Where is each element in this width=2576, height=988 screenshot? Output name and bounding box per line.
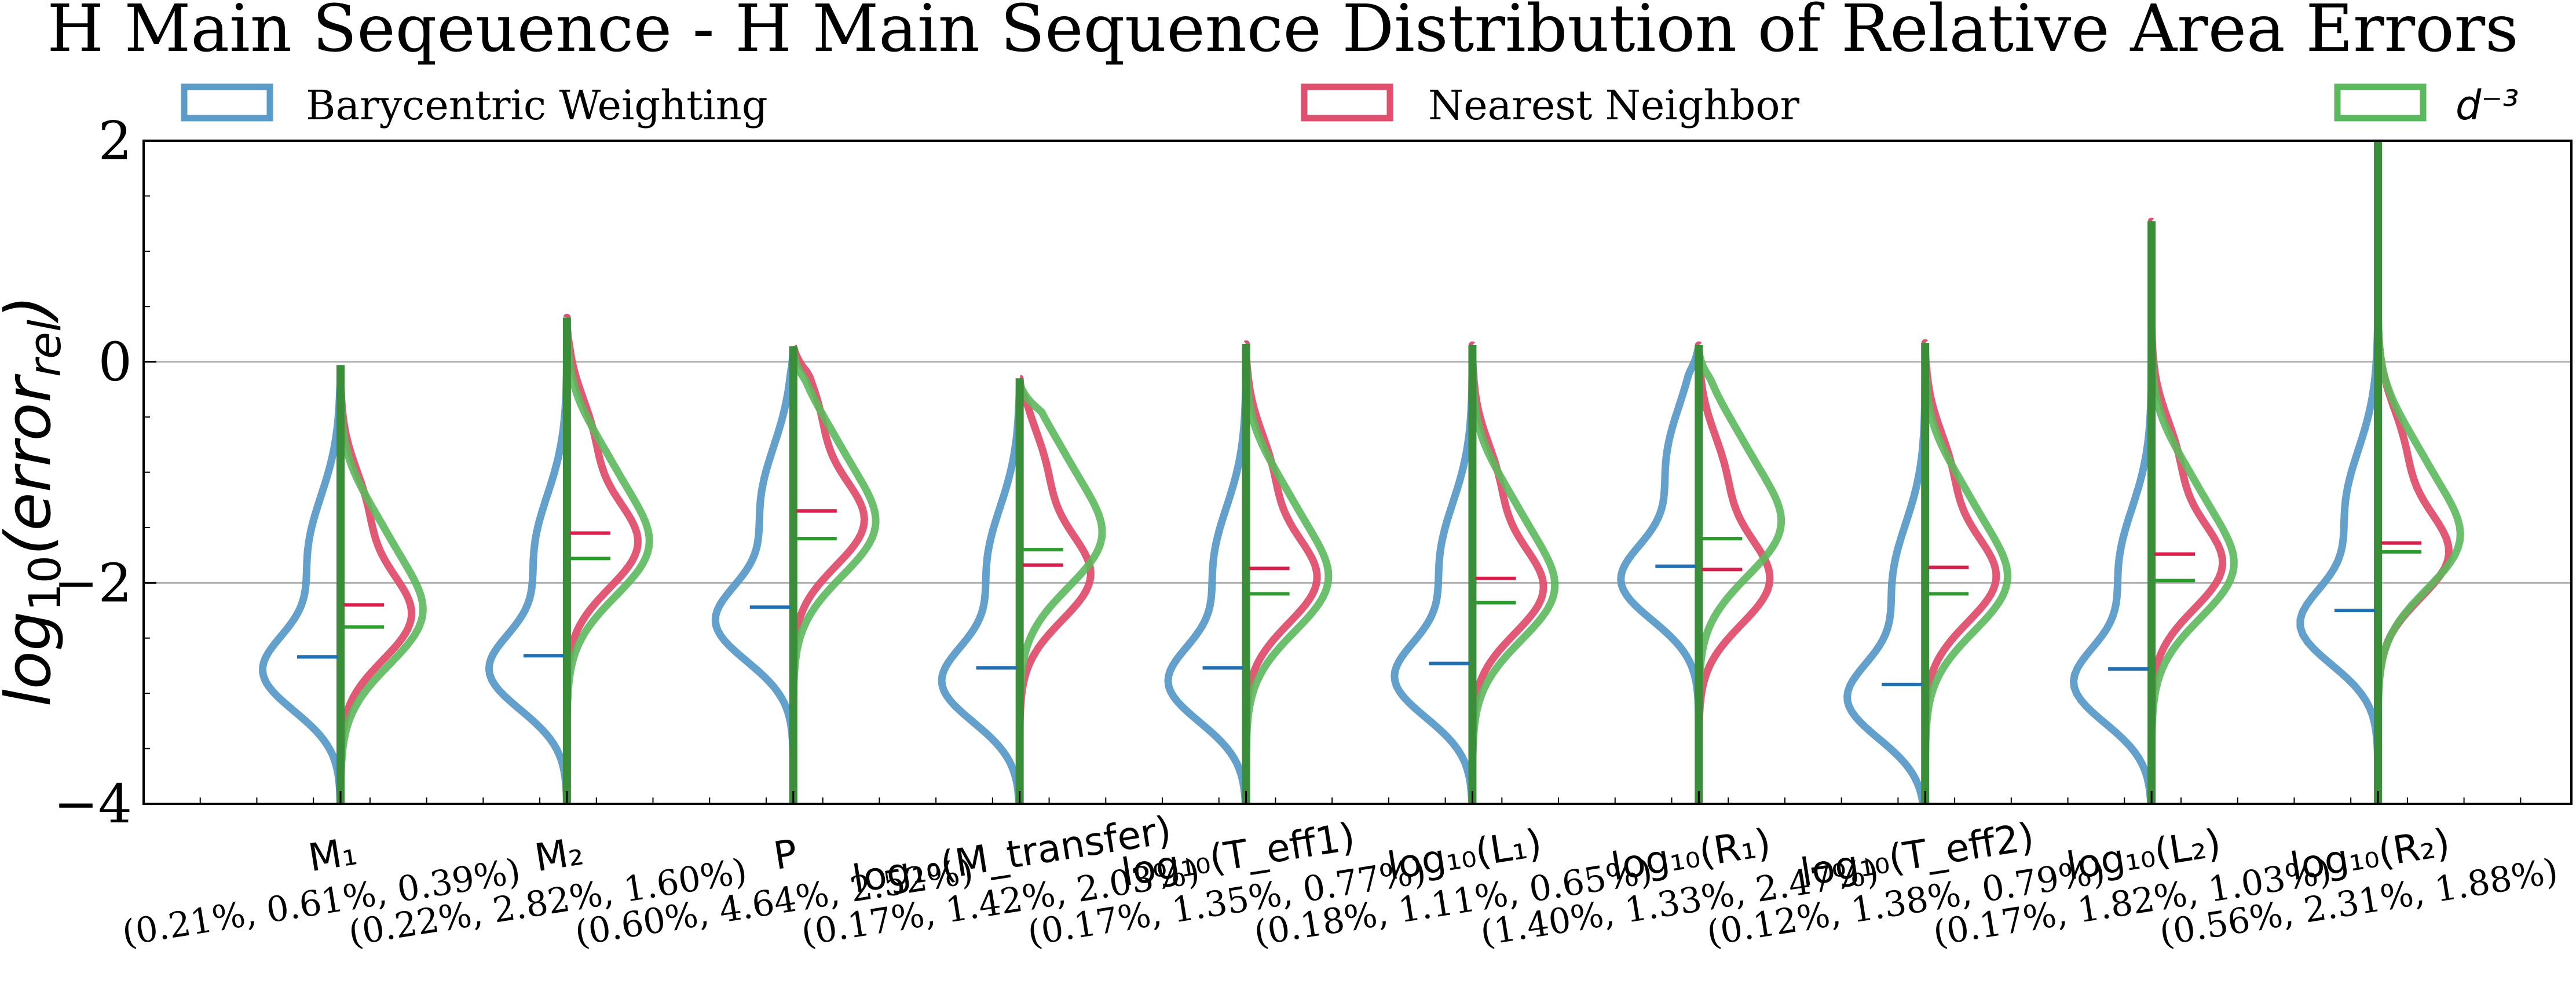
violin-group-4 xyxy=(1164,340,1333,804)
y-tick-label: −2 xyxy=(53,552,132,614)
y-tick-label: 0 xyxy=(98,331,132,393)
violin-group-2 xyxy=(711,342,880,804)
plot-frame xyxy=(142,140,2573,805)
y-tick-label: 2 xyxy=(98,110,132,172)
violin-group-0 xyxy=(259,361,427,804)
y-tick-label: −4 xyxy=(53,773,132,835)
violin-group-7 xyxy=(1843,339,2012,805)
violin-group-8 xyxy=(2070,217,2238,804)
violin-barycentric xyxy=(259,361,345,804)
chart-title: H Main Seqeuence - H Main Sequence Distr… xyxy=(47,0,2518,67)
x-tick-label: M₂ xyxy=(532,829,586,880)
legend-swatch-dminus3 xyxy=(2334,83,2427,122)
violin-group-3 xyxy=(938,374,1106,804)
violin-group-1 xyxy=(485,313,653,804)
legend-swatch-barycentric xyxy=(181,83,273,122)
plot-area: 20−2−4M₁(0.21%, 0.61%, 0.39%) M₂(0.22%, 2… xyxy=(53,110,2573,954)
legend-label-nearest: Nearest Neighbor xyxy=(1428,82,1800,129)
violin-group-5 xyxy=(1391,341,1559,804)
violin-group-9 xyxy=(2296,141,2464,804)
legend: Barycentric Weighting Nearest Neighbor d… xyxy=(181,82,2519,129)
violin-barycentric xyxy=(938,374,1024,804)
legend-label-dminus3: d⁻³ xyxy=(2456,82,2519,129)
x-tick-label: M₁ xyxy=(305,829,360,880)
legend-swatch-nearest xyxy=(1301,83,1393,122)
violin-group-6 xyxy=(1617,341,1785,804)
legend-label-barycentric: Barycentric Weighting xyxy=(306,82,768,129)
